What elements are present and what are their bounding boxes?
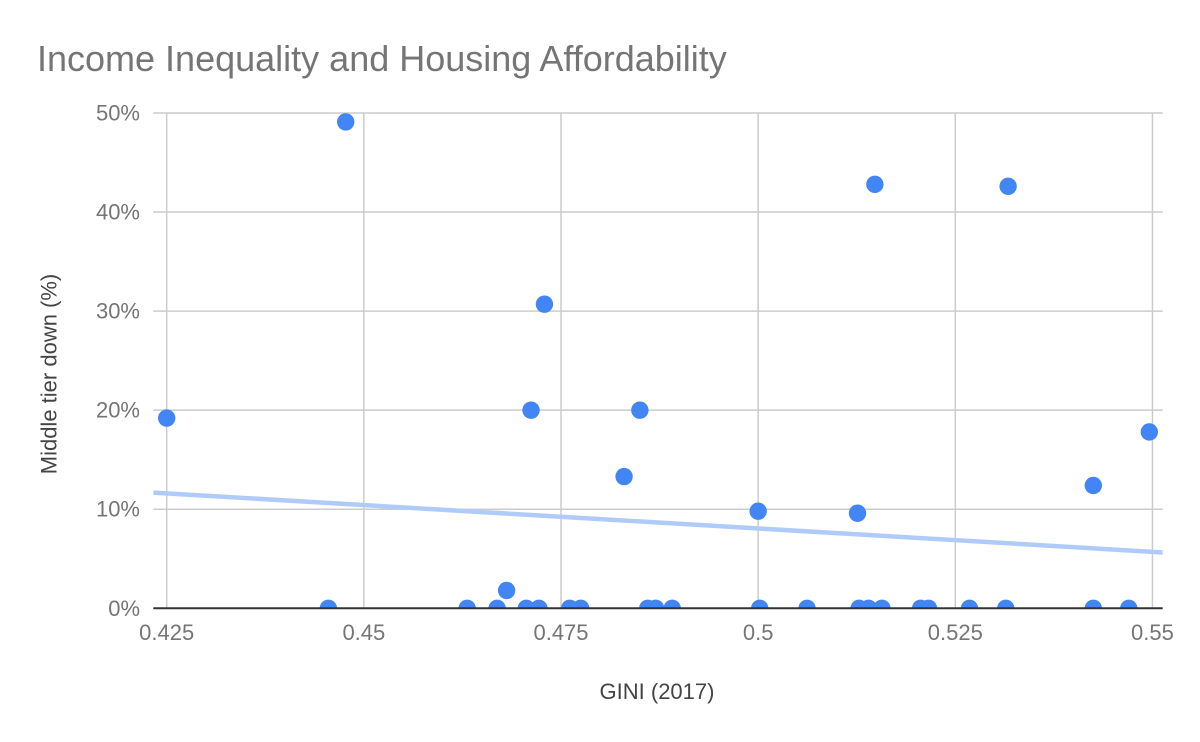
- data-point[interactable]: [572, 599, 590, 617]
- x-axis-ticks: 0.425 0.45 0.475 0.5 0.525 0.55: [139, 620, 1174, 645]
- x-tick-label: 0.5: [743, 620, 774, 645]
- data-point[interactable]: [631, 401, 649, 419]
- data-point[interactable]: [158, 409, 176, 427]
- data-point[interactable]: [1140, 423, 1158, 441]
- x-tick-label: 0.45: [342, 620, 385, 645]
- data-point[interactable]: [663, 599, 681, 617]
- x-tick-label: 0.55: [1131, 620, 1174, 645]
- x-tick-label: 0.425: [139, 620, 194, 645]
- x-tick-label: 0.525: [928, 620, 983, 645]
- y-tick-label: 20%: [96, 398, 140, 423]
- y-tick-label: 10%: [96, 497, 140, 522]
- data-points: [158, 113, 1158, 617]
- data-point[interactable]: [873, 599, 891, 617]
- data-point[interactable]: [960, 599, 979, 617]
- data-point[interactable]: [859, 599, 878, 617]
- data-point[interactable]: [751, 599, 769, 617]
- y-axis-title: Middle tier down (%): [37, 274, 62, 475]
- data-point[interactable]: [615, 467, 633, 486]
- gridlines: [153, 112, 1163, 609]
- chart-title: Income Inequality and Housing Affordabil…: [37, 38, 727, 79]
- data-point[interactable]: [319, 599, 338, 617]
- y-tick-label: 40%: [96, 200, 140, 225]
- data-point[interactable]: [458, 599, 476, 617]
- data-point[interactable]: [497, 581, 516, 600]
- data-point[interactable]: [997, 599, 1015, 617]
- y-tick-label: 30%: [96, 299, 140, 324]
- trendline-layer: [153, 490, 1163, 555]
- y-axis-ticks: 0% 10% 20% 30% 40% 50%: [96, 101, 140, 621]
- y-tick-label: 50%: [96, 101, 140, 126]
- data-point[interactable]: [337, 113, 355, 131]
- data-point[interactable]: [488, 599, 506, 617]
- data-point[interactable]: [919, 599, 938, 617]
- data-point[interactable]: [530, 599, 548, 617]
- y-tick-label: 0%: [108, 596, 140, 621]
- x-tick-label: 0.475: [533, 620, 588, 645]
- data-point[interactable]: [848, 504, 867, 522]
- data-point[interactable]: [646, 599, 665, 617]
- data-point[interactable]: [749, 502, 767, 520]
- data-point[interactable]: [999, 177, 1017, 196]
- x-axis-title: GINI (2017): [600, 679, 715, 704]
- data-point[interactable]: [522, 401, 540, 419]
- data-point[interactable]: [866, 175, 884, 194]
- data-point[interactable]: [798, 599, 816, 617]
- trendline: [153, 490, 1163, 555]
- data-point[interactable]: [1084, 476, 1103, 495]
- data-point[interactable]: [1084, 599, 1103, 617]
- data-point[interactable]: [1120, 599, 1138, 617]
- data-point[interactable]: [535, 295, 554, 313]
